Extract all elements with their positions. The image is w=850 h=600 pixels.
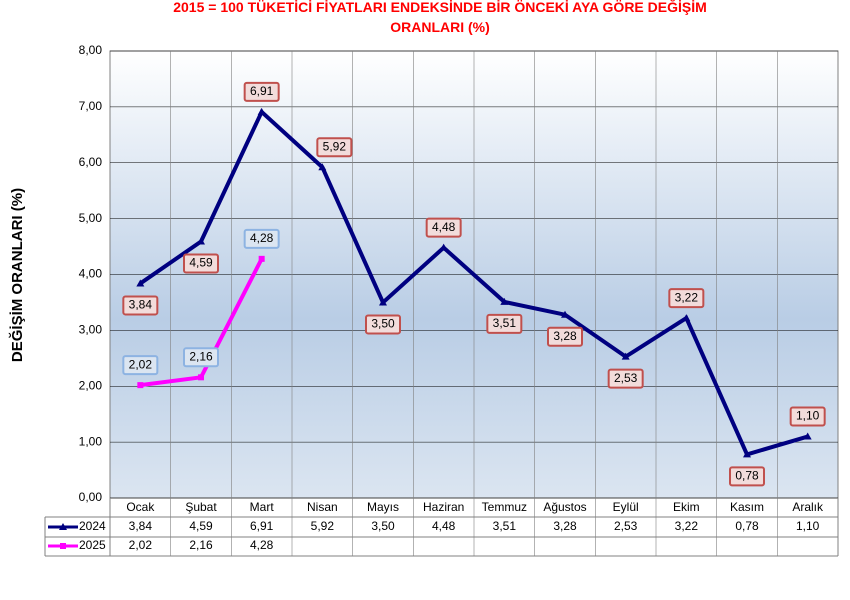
- table-value: 3,84: [129, 519, 153, 533]
- table-value: 3,28: [553, 519, 577, 533]
- y-tick-label: 3,00: [79, 323, 103, 337]
- data-label-box: [729, 466, 765, 487]
- data-label: 3,51: [493, 316, 517, 330]
- table-value: 5,92: [311, 519, 335, 533]
- y-tick-label: 1,00: [79, 434, 103, 448]
- table-value: 4,48: [432, 519, 456, 533]
- legend-label: 2024: [79, 519, 106, 533]
- data-label-box: [316, 137, 353, 158]
- data-label-box: [243, 81, 280, 102]
- x-tick-label: Ekim: [673, 500, 700, 514]
- y-axis-label: DEĞİŞİM ORANLARI (%): [8, 188, 26, 362]
- marker: [439, 243, 448, 251]
- data-label: 2,02: [129, 357, 153, 371]
- marker: [743, 450, 751, 458]
- table-value: 0,78: [735, 519, 759, 533]
- data-label: 6,91: [250, 84, 274, 98]
- y-tick-label: 6,00: [79, 155, 103, 169]
- marker: [803, 432, 812, 440]
- x-tick-label: Ocak: [126, 500, 155, 514]
- data-label: 3,28: [553, 329, 577, 343]
- data-label-box: [607, 368, 644, 389]
- data-label: 1,10: [796, 409, 820, 423]
- table-value: 2,53: [614, 519, 638, 533]
- data-label: 4,59: [189, 256, 213, 270]
- table-value: 6,91: [250, 519, 274, 533]
- data-label-box: [122, 355, 159, 376]
- table-value: 3,22: [675, 519, 699, 533]
- marker: [137, 382, 144, 389]
- data-label: 4,28: [250, 231, 274, 245]
- marker: [682, 314, 691, 322]
- y-tick-label: 0,00: [79, 490, 103, 504]
- data-label-box: [122, 295, 159, 316]
- data-label: 3,84: [129, 298, 153, 312]
- x-tick-label: Şubat: [185, 500, 217, 514]
- data-label: 0,78: [735, 469, 759, 483]
- data-label: 5,92: [323, 139, 347, 153]
- y-tick-label: 5,00: [79, 211, 103, 225]
- chart-title: 2015 = 100 TÜKETİCİ FİYATLARI ENDEKSİNDE…: [173, 0, 707, 35]
- data-label-box: [365, 314, 401, 335]
- series-line: [139, 108, 809, 457]
- data-label-box: [486, 313, 523, 334]
- marker: [500, 297, 509, 305]
- data-label-box: [789, 406, 826, 427]
- marker: [136, 279, 145, 287]
- data-label: 3,22: [675, 290, 699, 304]
- data-label-box: [183, 253, 219, 274]
- x-tick-label: Temmuz: [482, 500, 527, 514]
- x-tick-label: Haziran: [423, 500, 464, 514]
- marker: [197, 237, 205, 245]
- data-label-box: [547, 326, 583, 347]
- data-label: 4,48: [432, 220, 456, 234]
- table-value: 2,02: [129, 538, 153, 552]
- y-tick-label: 8,00: [79, 43, 103, 57]
- marker: [561, 310, 569, 318]
- data-label-box: [183, 347, 219, 368]
- marker: [258, 255, 265, 262]
- table-value: 4,59: [189, 519, 213, 533]
- marker: [198, 374, 204, 381]
- x-tick-label: Mayıs: [367, 500, 399, 514]
- marker: [621, 352, 630, 360]
- x-tick-label: Aralık: [792, 500, 824, 514]
- table-value: 3,50: [371, 519, 395, 533]
- x-tick-label: Ağustos: [543, 500, 586, 514]
- legend-marker: [59, 523, 67, 530]
- marker: [379, 298, 387, 306]
- table-value: 2,16: [189, 538, 213, 552]
- legend-marker: [60, 543, 66, 549]
- table-value: 4,28: [250, 538, 274, 552]
- table-value: 1,10: [796, 519, 820, 533]
- data-label: 2,16: [189, 349, 213, 363]
- data-label: 3,50: [371, 317, 395, 331]
- marker: [318, 163, 327, 171]
- x-tick-label: Eylül: [613, 500, 639, 514]
- x-tick-label: Mart: [250, 500, 275, 514]
- x-tick-label: Nisan: [307, 500, 338, 514]
- x-tick-label: Kasım: [730, 500, 764, 514]
- data-label-box: [243, 228, 280, 249]
- legend-label: 2025: [79, 538, 106, 552]
- data-label-box: [668, 288, 705, 309]
- data-label-box: [425, 217, 462, 238]
- marker: [257, 107, 266, 115]
- table-value: 3,51: [493, 519, 517, 533]
- y-tick-label: 2,00: [79, 378, 103, 392]
- y-tick-label: 7,00: [79, 99, 103, 113]
- y-tick-label: 4,00: [79, 267, 103, 281]
- data-label: 2,53: [614, 371, 638, 385]
